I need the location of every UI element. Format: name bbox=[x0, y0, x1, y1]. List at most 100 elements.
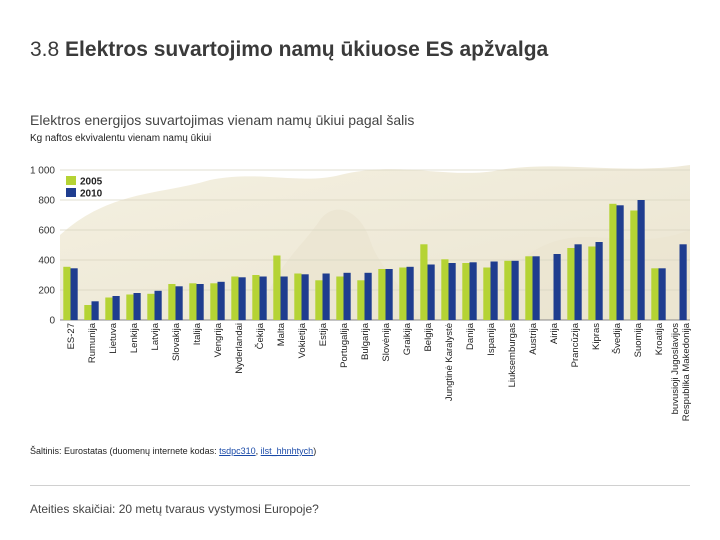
bar-2005-11 bbox=[294, 273, 302, 320]
bar-2010-9 bbox=[259, 276, 267, 320]
x-tick-label: Airija bbox=[549, 322, 560, 344]
page-title: 3.8 Elektros suvartojimo namų ūkiuose ES… bbox=[30, 38, 548, 62]
bar-2005-17 bbox=[420, 244, 428, 321]
bar-2010-27 bbox=[637, 200, 645, 320]
bar-2005-27 bbox=[630, 210, 638, 320]
chart-subtitle: Elektros energijos suvartojimas vienam n… bbox=[30, 112, 415, 128]
source-link-tsdpc310[interactable]: tsdpc310 bbox=[219, 446, 256, 456]
source-prefix: Šaltinis: bbox=[30, 446, 62, 456]
bar-2005-4 bbox=[147, 293, 155, 321]
bar-2005-25 bbox=[588, 246, 596, 320]
bar-2005-6 bbox=[189, 283, 197, 321]
x-tick-label: Vengrija bbox=[213, 322, 224, 357]
bars bbox=[63, 200, 687, 321]
bar-2005-0 bbox=[63, 266, 71, 321]
x-tick-label: Estija bbox=[318, 322, 329, 346]
x-tick-label: Suomija bbox=[633, 322, 644, 357]
title-text: Elektros suvartojimo namų ūkiuose ES apž… bbox=[65, 38, 549, 61]
x-tick-label: Liuksemburgas bbox=[507, 323, 518, 388]
bar-2005-1 bbox=[84, 305, 92, 320]
title-number: 3.8 bbox=[30, 38, 60, 61]
bar-2010-25 bbox=[595, 242, 603, 320]
source-link-ilst[interactable]: ilst_hhnhtych bbox=[260, 446, 314, 456]
source-text: Eurostatas (duomenų internete kodas: bbox=[61, 446, 220, 456]
bar-2010-1 bbox=[91, 301, 99, 321]
unit-label: Kg naftos ekvivalentu vienam namų ūkiui bbox=[30, 133, 212, 144]
bar-2010-17 bbox=[427, 264, 435, 320]
y-tick-label: 1 000 bbox=[30, 166, 55, 177]
x-tick-label: Čekija bbox=[255, 322, 266, 349]
bar-2010-19 bbox=[469, 262, 477, 321]
x-tick-label: Ispanija bbox=[486, 322, 497, 355]
bar-2010-29 bbox=[679, 244, 687, 321]
bar-2005-18 bbox=[441, 259, 449, 321]
legend-swatch-2010 bbox=[66, 188, 76, 197]
x-tick-label: Jungtinė Karalystė bbox=[444, 323, 455, 401]
x-tick-label: Italija bbox=[192, 322, 203, 345]
bar-2010-23 bbox=[553, 254, 561, 320]
footer-divider bbox=[30, 485, 690, 486]
bar-2005-8 bbox=[231, 276, 239, 320]
y-tick-label: 200 bbox=[38, 286, 55, 297]
bar-2005-19 bbox=[462, 263, 470, 320]
bar-2010-14 bbox=[364, 272, 372, 321]
x-tick-label: Malta bbox=[276, 322, 287, 346]
bar-2005-9 bbox=[252, 275, 260, 320]
bar-2010-4 bbox=[154, 290, 162, 321]
bar-2005-22 bbox=[525, 256, 533, 321]
bar-2010-18 bbox=[448, 263, 456, 320]
y-tick-label: 0 bbox=[49, 316, 55, 327]
x-tick-label: Kroatija bbox=[654, 322, 665, 355]
bar-2005-7 bbox=[210, 283, 218, 321]
bar-2005-28 bbox=[651, 268, 659, 321]
x-tick-label: Bulgarija bbox=[360, 322, 371, 360]
bar-2010-26 bbox=[616, 205, 624, 321]
bar-2010-10 bbox=[280, 276, 288, 320]
bar-2010-22 bbox=[532, 256, 540, 321]
x-tick-label: Portugalija bbox=[339, 322, 350, 368]
x-tick-label: Danija bbox=[465, 322, 476, 350]
bar-2005-13 bbox=[336, 276, 344, 320]
x-tick-label: buvusioji JugoslavijosRespublika Makedon… bbox=[670, 322, 692, 421]
y-tick-label: 400 bbox=[38, 256, 55, 267]
y-tick-label: 600 bbox=[38, 226, 55, 237]
bar-2010-7 bbox=[217, 281, 225, 321]
x-tick-label: Lietuva bbox=[108, 322, 119, 353]
bar-2010-6 bbox=[196, 284, 204, 320]
bar-2010-8 bbox=[238, 277, 246, 321]
bar-2005-21 bbox=[504, 260, 512, 321]
bar-2005-26 bbox=[609, 203, 617, 321]
x-tick-label: Švedija bbox=[612, 322, 623, 354]
x-tick-label: Austrija bbox=[528, 322, 539, 354]
footer-text: Ateities skaičiai: 20 metų tvaraus vysty… bbox=[30, 502, 319, 516]
legend-label-2010: 2010 bbox=[80, 189, 103, 200]
bar-2010-11 bbox=[301, 274, 309, 321]
y-tick-label: 800 bbox=[38, 196, 55, 207]
legend-swatch-2005 bbox=[66, 176, 76, 185]
bar-2010-12 bbox=[322, 273, 330, 320]
x-axis-labels: ES-27 Rumunija Lietuva Lenkija Latvija Slovak… bbox=[66, 322, 692, 421]
x-tick-label: Prancūzija bbox=[570, 322, 581, 367]
bar-2010-28 bbox=[658, 268, 666, 321]
bar-2005-14 bbox=[357, 280, 365, 321]
bar-2010-20 bbox=[490, 261, 498, 320]
x-tick-label: Lenkija bbox=[129, 322, 140, 353]
x-tick-label: Slovakija bbox=[171, 322, 182, 361]
bar-2010-13 bbox=[343, 272, 351, 321]
bar-2005-10 bbox=[273, 255, 281, 320]
bar-2010-0 bbox=[70, 268, 78, 321]
grid-lines bbox=[60, 169, 690, 321]
bar-2005-16 bbox=[399, 267, 407, 320]
x-tick-label: Slovėnija bbox=[381, 322, 392, 361]
bar-chart: 0 200 400 600 800 1 000 ES-27 Rumunija Lietuva L… bbox=[30, 165, 692, 421]
y-axis-ticks: 0 200 400 600 800 1 000 bbox=[30, 166, 55, 327]
source-note: Šaltinis: Eurostatas (duomenų internete … bbox=[30, 446, 316, 456]
x-tick-label: Kipras bbox=[591, 323, 602, 350]
x-tick-label: Rumunija bbox=[87, 322, 98, 363]
x-tick-label: Latvija bbox=[150, 322, 161, 350]
bar-2010-15 bbox=[385, 269, 393, 320]
bar-2010-24 bbox=[574, 244, 582, 321]
bar-2005-24 bbox=[567, 248, 575, 320]
x-tick-label: Belgija bbox=[423, 322, 434, 351]
